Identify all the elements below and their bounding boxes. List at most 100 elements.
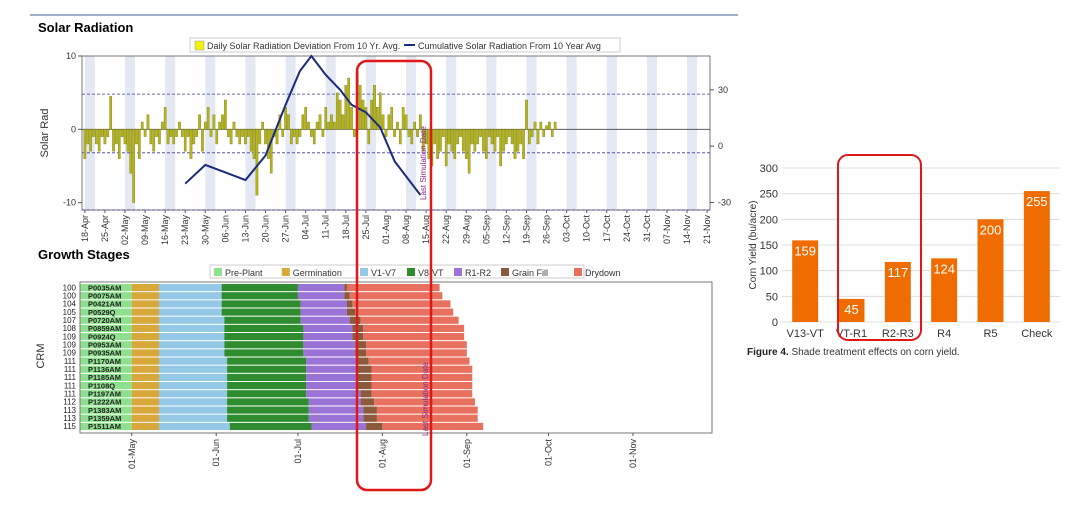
growth-row: P1185AM 111: [64, 373, 473, 382]
solar-y-tick-label: 0: [71, 124, 76, 134]
growth-row: P1170AM 111: [64, 357, 470, 366]
growth-stage-segment: [300, 308, 347, 316]
growth-x-tick-label: 01-Nov: [628, 439, 638, 469]
growth-stage-segment: [357, 357, 369, 365]
growth-stage-segment: [159, 382, 228, 390]
solar-deviation-bar: [290, 129, 293, 145]
growth-stage-segment: [227, 398, 309, 406]
growth-variety-label: P1108Q: [88, 381, 115, 390]
growth-x-tick-label: 01-Jun: [211, 439, 221, 467]
solar-x-tick-label: 01-Aug: [381, 215, 391, 244]
growth-legend-label: Pre-Plant: [225, 268, 263, 278]
solar-x-tick-label: 18-Jul: [341, 215, 351, 240]
solar-deviation-bars: [83, 70, 557, 203]
solar-deviation-bar: [135, 129, 138, 145]
solar-deviation-bar: [462, 129, 465, 152]
growth-stage-segment: [376, 414, 478, 422]
growth-stage-segment: [131, 373, 159, 381]
solar-deviation-bar: [550, 129, 554, 137]
growth-stage-segment: [159, 292, 222, 300]
growth-stage-segment: [227, 414, 309, 422]
solar-deviation-bar: [533, 121, 537, 130]
growth-stage-segment: [131, 300, 159, 308]
growth-stage-segment: [227, 365, 307, 373]
solar-deviation-bar: [312, 129, 316, 145]
yield-y-tick-label: 0: [772, 317, 778, 329]
solar-deviation-bar: [169, 129, 173, 137]
solar-deviation-bar: [215, 129, 219, 145]
growth-stage-segment: [159, 308, 222, 316]
solar-deviation-bar: [321, 129, 325, 137]
growth-stage-segment: [363, 414, 377, 422]
yield-y-tick-label: 300: [760, 163, 778, 175]
growth-stage-segment: [131, 398, 159, 406]
solar-x-tick-label: 21-Nov: [702, 215, 712, 245]
solar-deviation-bar: [175, 129, 178, 137]
growth-row: P1383AM 113: [63, 406, 478, 415]
growth-stage-segment: [227, 406, 309, 414]
growth-stage-segment: [303, 324, 353, 332]
solar-x-tick-label: 10-Oct: [582, 215, 592, 243]
growth-stage-segment: [80, 308, 132, 316]
growth-stage-segment: [360, 398, 375, 406]
solar-deviation-bar: [152, 129, 155, 152]
solar-deviation-bar: [539, 121, 543, 130]
growth-stage-segment: [224, 333, 304, 341]
growth-variety-label: P0935AM: [88, 349, 121, 358]
growth-stage-segment: [360, 316, 459, 324]
growth-crm-label: 111: [64, 381, 77, 390]
solar-x-tick-label: 26-Sep: [542, 215, 552, 244]
solar-deviation-bar: [106, 129, 110, 137]
solar-x-tick-label: 16-May: [160, 215, 170, 246]
growth-stage-segment: [371, 390, 473, 398]
solar-y-tick-label: -10: [63, 198, 76, 208]
solar-deviation-bar: [226, 129, 230, 137]
solar-deviation-bar: [505, 129, 508, 145]
solar-x-tick-label: 25-Jul: [361, 215, 371, 240]
yield-x-tick-label: R4: [937, 328, 951, 340]
solar-x-tick-label: 30-May: [200, 215, 210, 246]
solar-deviation-bar: [381, 114, 385, 130]
growth-stage-segment: [355, 349, 367, 357]
yield-bar-value: 45: [844, 302, 858, 317]
solar-deviation-bar: [178, 121, 181, 130]
solar-deviation-bar: [456, 129, 459, 145]
yield-y-tick-label: 150: [760, 240, 778, 252]
solar-deviation-bar: [519, 129, 523, 145]
solar-deviation-bar: [132, 129, 135, 203]
solar-deviation-bar: [384, 129, 388, 137]
solar-deviation-bar: [201, 129, 204, 152]
growth-stage-segment: [80, 300, 132, 308]
growth-stage-segment: [221, 308, 301, 316]
solar-deviation-bar: [138, 129, 141, 159]
solar-deviation-bar: [307, 121, 310, 130]
solar-deviation-bar: [473, 129, 477, 152]
solar-deviation-bar: [89, 129, 92, 152]
growth-stage-segment: [80, 365, 132, 373]
growth-row: P0935AM 109: [63, 349, 467, 358]
growth-stage-segment: [159, 333, 225, 341]
growth-variety-label: P1359AM: [88, 414, 121, 423]
solar-x-tick-label: 25-Apr: [100, 215, 110, 242]
growth-stage-segment: [366, 422, 383, 430]
solar-deviation-bar: [476, 129, 480, 145]
growth-stage-segment: [131, 316, 159, 324]
growth-stage-segment: [159, 300, 222, 308]
solar-deviation-bar: [261, 121, 264, 130]
growth-crm-label: 100: [63, 292, 77, 301]
growth-x-tick-label: 01-May: [127, 439, 137, 470]
solar-deviation-bar: [542, 129, 545, 137]
legend-label-deviation: Daily Solar Radiation Deviation From 10 …: [207, 41, 400, 51]
growth-x-tick-label: 01-Aug: [377, 439, 387, 468]
solar-deviation-bar: [401, 107, 405, 130]
growth-stage-segment: [303, 349, 356, 357]
solar-deviation-bar: [255, 129, 259, 196]
solar-deviation-bar: [324, 107, 328, 130]
growth-stage-segment: [311, 422, 367, 430]
solar-deviation-bar: [470, 129, 474, 145]
solar-deviation-bar: [146, 114, 150, 130]
growth-stage-segment: [80, 357, 132, 365]
solar-x-tick-label: 08-Aug: [401, 215, 411, 244]
solar-deviation-bar: [327, 121, 330, 130]
solar-deviation-bar: [545, 125, 548, 130]
